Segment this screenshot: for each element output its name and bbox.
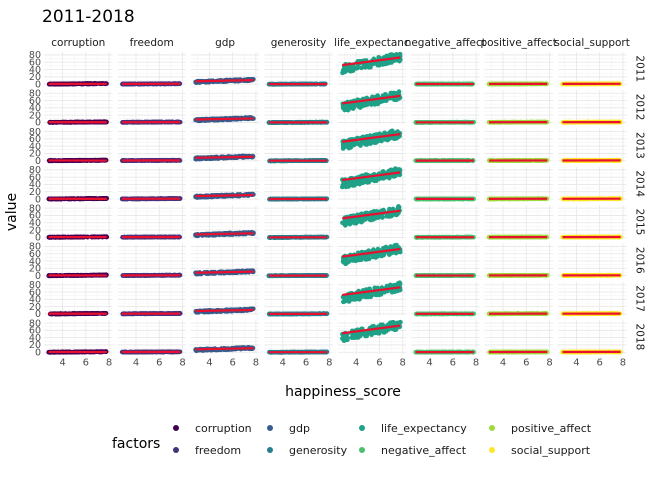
data-point xyxy=(349,104,355,109)
data-point xyxy=(369,101,375,107)
facet-column-label: positive_affect xyxy=(480,37,556,49)
facet-column-label: life_expectanc xyxy=(334,37,410,49)
data-point xyxy=(392,167,397,172)
panel-background xyxy=(264,52,333,86)
facet-column-label: social_support xyxy=(554,37,630,49)
data-point xyxy=(386,168,392,174)
facet-panel xyxy=(190,166,260,201)
facet-row-label: 2014 xyxy=(633,170,645,197)
data-point xyxy=(377,131,383,137)
facet-panel xyxy=(44,166,113,202)
facet-panel xyxy=(557,90,627,125)
facet-row-label: 2012 xyxy=(633,94,645,121)
data-point xyxy=(374,100,379,105)
facet-column-label: gdp xyxy=(215,37,235,49)
data-point xyxy=(346,65,351,70)
facet-row-label: 2018 xyxy=(633,324,645,351)
data-point xyxy=(387,136,392,141)
facet-panel xyxy=(44,52,113,87)
data-point xyxy=(371,61,376,67)
facet-panel xyxy=(337,89,407,124)
data-point xyxy=(364,140,370,145)
panel-background xyxy=(44,52,113,86)
facet-panel xyxy=(117,166,186,202)
facet-panel xyxy=(411,128,480,164)
facet-panel xyxy=(337,51,407,86)
fit-line xyxy=(195,155,254,159)
data-point xyxy=(397,58,402,64)
data-point xyxy=(369,138,374,144)
fit-line xyxy=(195,117,254,121)
facet-panels: corruption freedom gdp generosity life_expec… xyxy=(29,37,645,369)
fit-line xyxy=(342,56,401,67)
facet-row-label: 2017 xyxy=(633,285,645,312)
facet-panel xyxy=(484,52,553,87)
y-tick-label: 80 xyxy=(29,127,41,138)
y-tick-label: 80 xyxy=(29,50,41,61)
data-point xyxy=(359,65,364,71)
facet-panel xyxy=(484,90,553,125)
data-point xyxy=(340,70,345,76)
facet-panel xyxy=(484,128,553,163)
data-point xyxy=(367,179,372,184)
data-point xyxy=(367,62,372,68)
facet-panel xyxy=(190,90,260,124)
facet-row-label: 2015 xyxy=(633,209,645,236)
facet-panel xyxy=(264,52,333,87)
data-point xyxy=(340,142,346,147)
data-point xyxy=(350,66,355,71)
facet-panel xyxy=(264,166,333,202)
data-point xyxy=(340,184,345,190)
facet-panel xyxy=(557,128,627,164)
data-point xyxy=(354,65,360,71)
facet-column-label: freedom xyxy=(130,37,174,49)
data-point xyxy=(377,175,383,181)
facet-panel xyxy=(337,166,407,201)
data-point xyxy=(347,181,352,187)
panel-background xyxy=(411,52,480,86)
data-point xyxy=(357,142,362,147)
facet-panel xyxy=(190,128,260,163)
facet-panel xyxy=(117,52,186,87)
facet-panel xyxy=(117,128,186,164)
facet-panel xyxy=(264,90,333,125)
data-point xyxy=(346,143,352,148)
chart-title: 2011-2018 xyxy=(42,7,135,27)
panel-background xyxy=(117,52,186,86)
data-point xyxy=(352,183,357,188)
fit-line xyxy=(195,193,254,198)
data-point xyxy=(397,51,403,57)
y-tick-label: 80 xyxy=(29,89,41,100)
facet-column-label: generosity xyxy=(271,37,326,49)
facet-panel xyxy=(337,128,407,163)
facet-panel xyxy=(264,128,333,164)
facet-panel xyxy=(411,52,480,87)
facet-panel xyxy=(411,90,480,125)
facet-panel xyxy=(557,52,627,87)
facet-column-label: negative_affect xyxy=(405,37,486,49)
data-point xyxy=(357,105,363,110)
data-point xyxy=(373,140,378,146)
facet-row-label: 2011 xyxy=(633,55,645,82)
data-point xyxy=(345,107,351,113)
facet-panel xyxy=(411,166,480,202)
facet-column-label: corruption xyxy=(51,37,105,49)
facet-row-label: 2013 xyxy=(633,132,645,159)
facet-panel xyxy=(190,52,260,86)
facet-panel xyxy=(44,90,113,125)
facet-row-label: 2016 xyxy=(633,247,645,274)
facet-panel xyxy=(117,90,186,125)
fit-line xyxy=(195,79,254,83)
facet-panel xyxy=(44,128,113,164)
data-point xyxy=(375,93,380,98)
data-point xyxy=(393,91,399,96)
